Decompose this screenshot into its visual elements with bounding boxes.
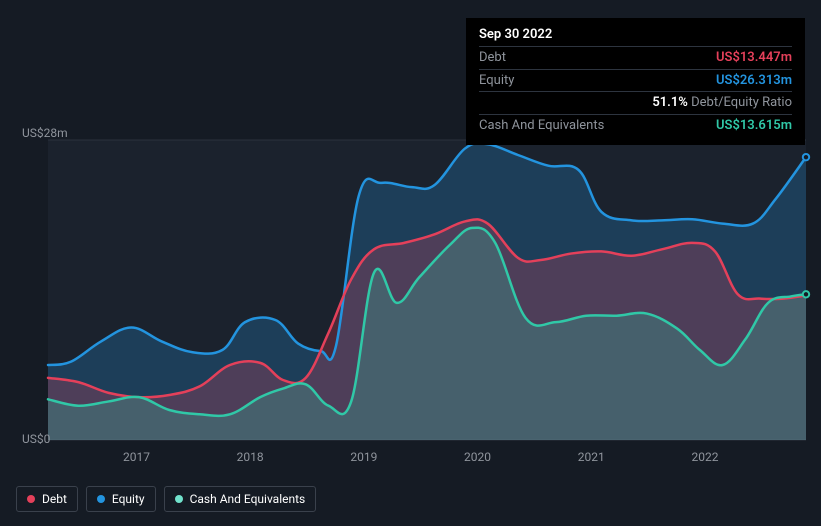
x-axis-label: 2021 [578,450,605,464]
info-row-label: Debt [479,50,506,66]
x-axis-label: 2019 [350,450,377,464]
root: US$28m US$0 2017 2018 2019 2020 2021 2022 Sep … [0,0,821,526]
x-axis-label: 2022 [691,450,718,464]
x-axis-label: 2020 [464,450,491,464]
info-row: Equity US$26.313m [479,69,792,92]
info-row-label: Equity [479,73,514,89]
info-row: 51.1% Debt/Equity Ratio [479,91,792,114]
info-row: Debt US$13.447m [479,46,792,69]
info-row-value: 51.1% Debt/Equity Ratio [652,95,792,111]
legend-item[interactable]: Equity [86,486,156,512]
legend-label: Equity [112,492,145,506]
info-row-value: US$26.313m [716,73,792,89]
x-axis-label: 2018 [237,450,264,464]
info-row-value: US$13.615m [716,118,792,134]
legend-item[interactable]: Debt [16,486,78,512]
info-row-value: US$13.447m [716,50,792,66]
legend-swatch [27,495,35,503]
legend-swatch [97,495,105,503]
legend-item[interactable]: Cash And Equivalents [164,486,317,512]
legend-label: Cash And Equivalents [190,492,306,506]
info-date: Sep 30 2022 [479,27,792,46]
y-axis-label: US$28m [22,126,68,140]
x-axis-label: 2017 [123,450,150,464]
legend-label: Debt [42,492,67,506]
info-tooltip: Sep 30 2022 Debt US$13.447m Equity US$26.31… [466,18,805,145]
legend-swatch [175,495,183,503]
legend: Debt Equity Cash And Equivalents [16,486,316,512]
info-row-label: Cash And Equivalents [479,118,604,134]
y-axis-label: US$0 [22,432,50,446]
info-row: Cash And Equivalents US$13.615m [479,114,792,137]
